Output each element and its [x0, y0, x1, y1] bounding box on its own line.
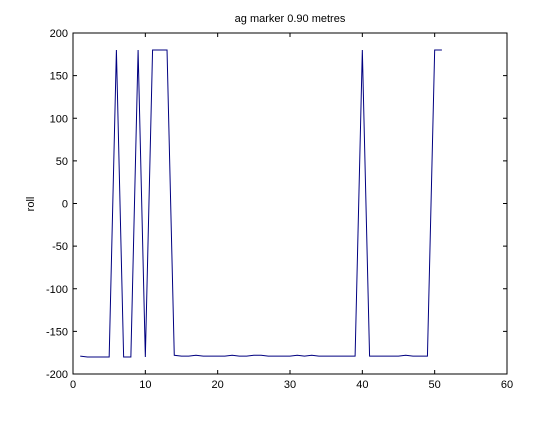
- y-axis-ticks: -200 -150 -100 -50 0 50 100 150 200: [46, 28, 507, 381]
- x-tick-label: 60: [501, 379, 513, 391]
- y-tick-label: -50: [52, 241, 68, 253]
- x-tick-label: 10: [139, 379, 151, 391]
- y-tick-label: 150: [50, 71, 68, 83]
- x-tick-label: 30: [284, 379, 296, 391]
- plot-area-background: [73, 33, 507, 374]
- x-tick-label: 20: [212, 379, 224, 391]
- series-layer: [80, 49, 442, 358]
- series-line-0: [80, 49, 442, 358]
- y-tick-label: 50: [56, 156, 68, 168]
- x-axis-ticks: 0 10 20 30 40 50 60: [70, 33, 513, 391]
- y-tick-label: -200: [46, 369, 68, 381]
- x-tick-label: 50: [429, 379, 441, 391]
- x-tick-label: 40: [356, 379, 368, 391]
- y-tick-label: 100: [50, 113, 68, 125]
- y-tick-label: 0: [62, 199, 68, 211]
- chart-title: ag marker 0.90 metres: [235, 13, 346, 25]
- y-tick-label: 200: [50, 28, 68, 40]
- x-tick-label: 0: [70, 379, 76, 391]
- y-tick-label: -100: [46, 284, 68, 296]
- y-tick-label: -150: [46, 326, 68, 338]
- plot-frame: [72, 32, 508, 375]
- y-axis-label: roll: [25, 197, 37, 212]
